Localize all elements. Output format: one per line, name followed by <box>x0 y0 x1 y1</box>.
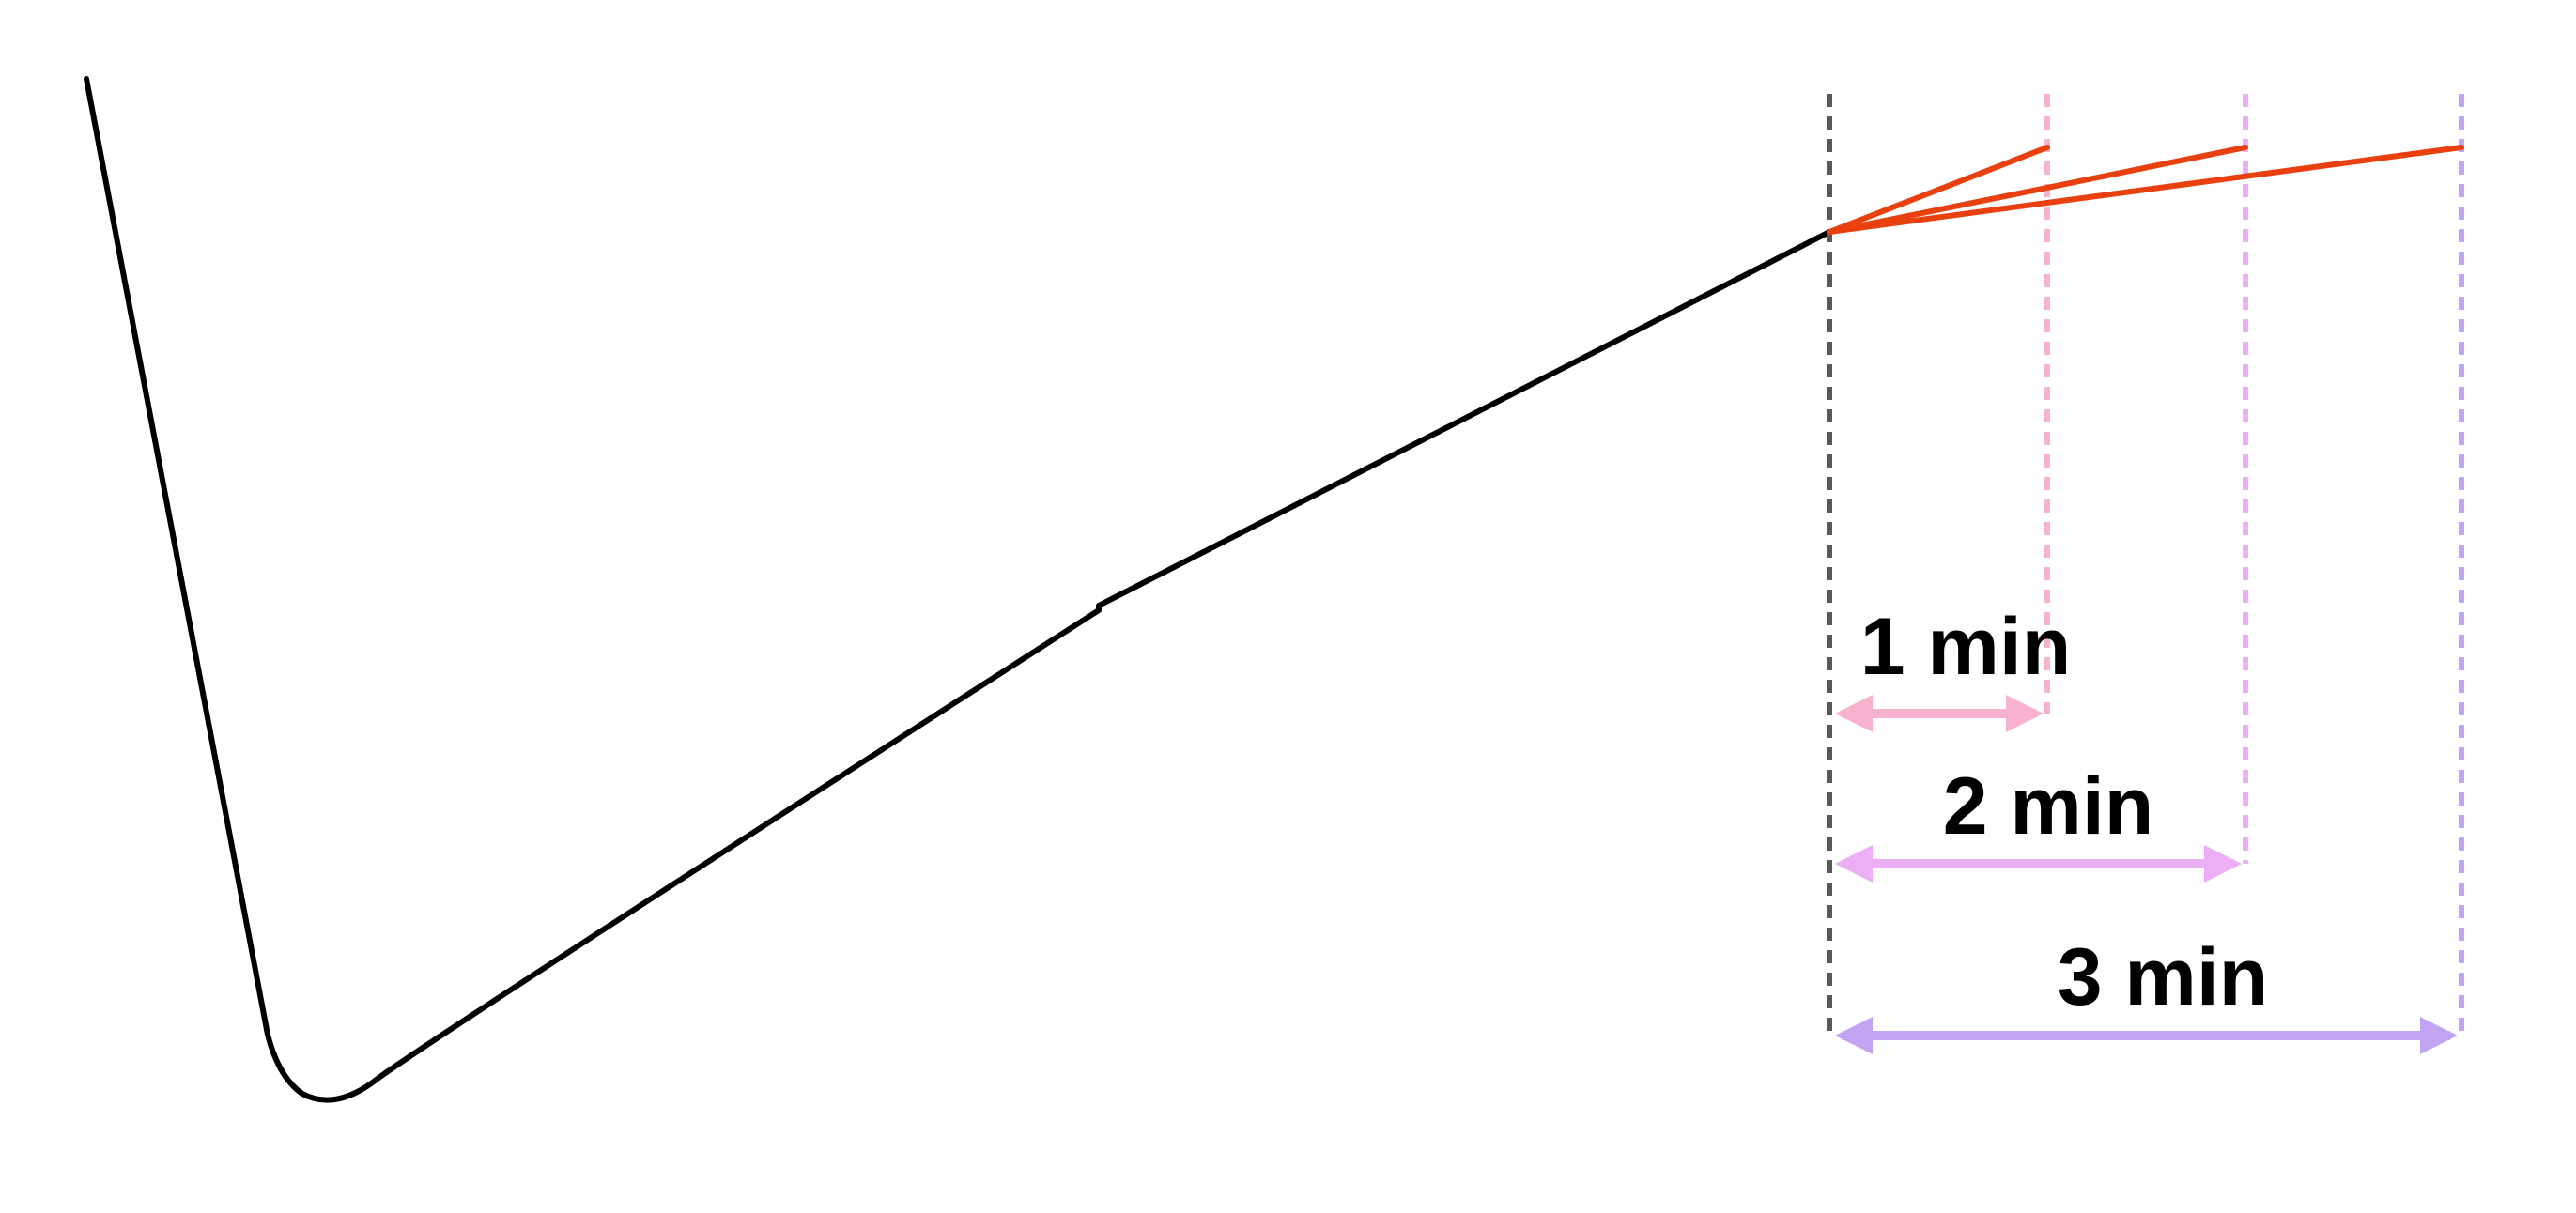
interval-1-label: 1 min <box>1860 602 2072 692</box>
extrapolation-line-2 <box>1827 145 2248 235</box>
extrapolation-line-1 <box>1827 145 2050 235</box>
interval-2-label: 2 min <box>1943 761 2154 852</box>
interval-3-label: 3 min <box>2058 932 2269 1022</box>
measured-curve <box>84 76 1832 1103</box>
extrapolation-line-3 <box>1827 145 2464 235</box>
